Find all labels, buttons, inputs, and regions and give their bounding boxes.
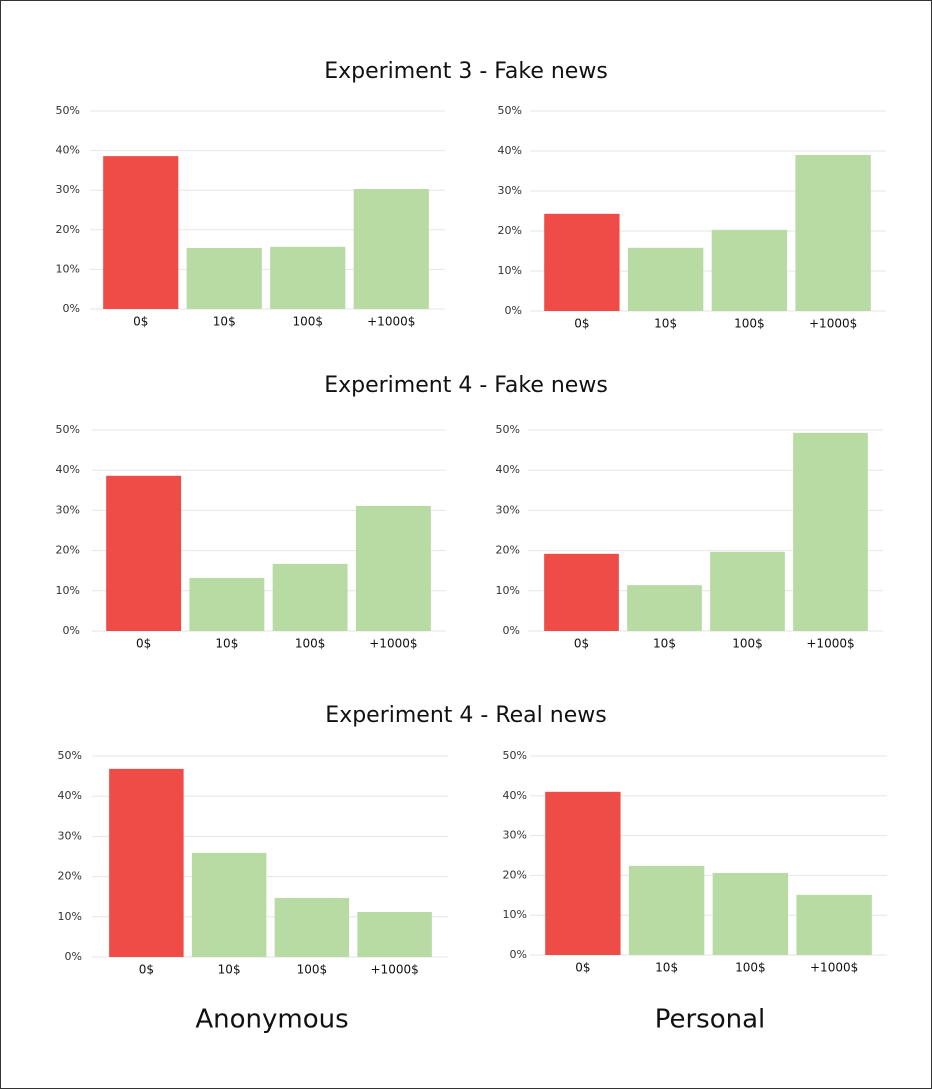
x-tick-label: 100$ <box>297 963 328 977</box>
bar <box>353 189 429 309</box>
x-tick-label: 100$ <box>292 315 323 329</box>
bar <box>191 852 267 957</box>
x-tick-label: +1000$ <box>371 963 419 977</box>
x-tick-label: +1000$ <box>367 315 415 329</box>
x-tick-label: 10$ <box>655 961 678 975</box>
y-tick-label: 20% <box>56 223 80 236</box>
y-tick-label: 10% <box>503 908 527 921</box>
y-tick-label: 10% <box>56 584 80 597</box>
y-tick-label: 50% <box>58 749 82 762</box>
row-title: Experiment 4 - Real news <box>325 703 606 728</box>
column-title: Anonymous <box>195 1005 348 1035</box>
bar <box>710 551 785 631</box>
y-tick-label: 30% <box>56 503 80 516</box>
y-tick-label: 10% <box>56 262 80 275</box>
bar <box>189 577 265 631</box>
y-tick-label: 40% <box>58 789 82 802</box>
bar <box>627 585 702 631</box>
bar <box>270 246 346 309</box>
x-tick-label: 100$ <box>735 961 766 975</box>
x-tick-label: 100$ <box>734 317 765 331</box>
x-tick-label: 100$ <box>732 637 763 651</box>
bar <box>186 248 262 309</box>
x-tick-label: 10$ <box>653 637 676 651</box>
x-tick-label: 0$ <box>139 963 154 977</box>
bar <box>628 865 705 955</box>
bar <box>272 563 348 631</box>
y-tick-label: 50% <box>56 423 80 436</box>
y-tick-label: 0% <box>63 624 80 637</box>
y-tick-label: 30% <box>498 184 522 197</box>
row-title: Experiment 4 - Fake news <box>324 373 608 398</box>
bar <box>355 505 431 631</box>
x-tick-label: 10$ <box>654 317 677 331</box>
bar <box>545 791 621 955</box>
y-tick-label: 20% <box>498 224 522 237</box>
bar <box>793 432 868 631</box>
y-tick-label: 30% <box>503 829 527 842</box>
y-tick-label: 0% <box>63 302 80 315</box>
x-tick-label: +1000$ <box>369 637 417 651</box>
x-tick-label: 100$ <box>295 637 326 651</box>
bar <box>712 873 789 955</box>
x-tick-label: 0$ <box>575 961 590 975</box>
y-tick-label: 20% <box>58 870 82 883</box>
x-tick-label: +1000$ <box>806 637 854 651</box>
y-tick-label: 30% <box>58 829 82 842</box>
x-tick-label: 0$ <box>574 637 589 651</box>
row-title: Experiment 3 - Fake news <box>324 59 608 84</box>
bar <box>103 156 179 309</box>
bar <box>106 475 182 631</box>
y-tick-label: 10% <box>496 584 520 597</box>
bar <box>795 155 871 311</box>
x-tick-label: 10$ <box>215 637 238 651</box>
y-tick-label: 40% <box>503 789 527 802</box>
x-tick-label: +1000$ <box>810 961 858 975</box>
bar <box>274 897 350 957</box>
x-tick-label: 0$ <box>574 317 589 331</box>
y-tick-label: 40% <box>498 144 522 157</box>
y-tick-label: 50% <box>503 749 527 762</box>
y-tick-label: 0% <box>65 950 82 963</box>
y-tick-label: 30% <box>496 503 520 516</box>
bar <box>544 213 620 311</box>
bar <box>627 247 704 311</box>
bar <box>796 894 872 955</box>
y-tick-label: 0% <box>505 304 522 317</box>
x-tick-label: 0$ <box>136 637 151 651</box>
x-tick-label: +1000$ <box>809 317 857 331</box>
y-tick-label: 0% <box>510 948 527 961</box>
y-tick-label: 40% <box>56 463 80 476</box>
x-tick-label: 10$ <box>213 315 236 329</box>
y-tick-label: 50% <box>496 423 520 436</box>
x-tick-label: 0$ <box>133 315 148 329</box>
y-tick-label: 50% <box>498 104 522 117</box>
bar <box>711 229 788 311</box>
bar <box>109 768 184 957</box>
y-tick-label: 40% <box>56 144 80 157</box>
bar <box>357 911 432 957</box>
column-title: Personal <box>655 1005 766 1035</box>
bar <box>544 553 619 631</box>
x-tick-label: 10$ <box>218 963 241 977</box>
y-tick-label: 10% <box>498 264 522 277</box>
y-tick-label: 20% <box>503 868 527 881</box>
y-tick-label: 0% <box>503 624 520 637</box>
y-tick-label: 30% <box>56 183 80 196</box>
y-tick-label: 50% <box>56 104 80 117</box>
y-tick-label: 20% <box>56 544 80 557</box>
y-tick-label: 40% <box>496 463 520 476</box>
y-tick-label: 20% <box>496 544 520 557</box>
y-tick-label: 10% <box>58 910 82 923</box>
